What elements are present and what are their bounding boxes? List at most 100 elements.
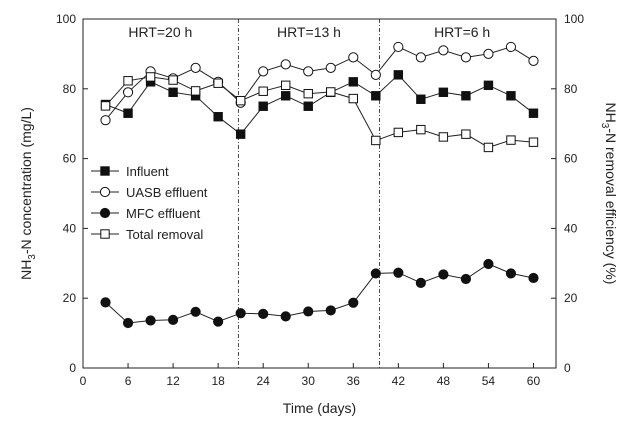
data-point-mfc-effluent (528, 272, 539, 284)
data-point-influent (348, 77, 358, 87)
series-mfc-effluent (100, 258, 539, 329)
data-point-total-removal (371, 135, 381, 146)
legend-marker (100, 166, 110, 176)
data-point-mfc-effluent (190, 306, 201, 317)
data-point-total-removal (416, 124, 426, 135)
x-tick-label: 6 (125, 374, 132, 388)
data-point-uasb-effluent (438, 45, 449, 56)
x-tick-label: 0 (80, 374, 87, 388)
data-point-mfc-effluent (325, 305, 336, 316)
data-point-total-removal (506, 135, 516, 145)
data-point-mfc-effluent (370, 268, 381, 279)
data-point-influent (235, 129, 246, 139)
data-point-total-removal (281, 80, 291, 91)
y-left-tick-label: 0 (69, 361, 76, 375)
data-point-total-removal (100, 101, 111, 111)
x-tick-label: 54 (482, 374, 496, 388)
y-left-tick-label: 40 (63, 221, 77, 235)
data-point-influent (213, 112, 223, 122)
data-point-mfc-effluent (145, 315, 156, 326)
data-point-uasb-effluent (370, 69, 381, 80)
data-point-influent (168, 87, 178, 97)
x-tick-label: 60 (527, 374, 541, 388)
data-point-uasb-effluent (325, 62, 336, 73)
data-point-mfc-effluent (235, 308, 246, 319)
data-point-influent (123, 108, 133, 118)
x-tick-label: 12 (166, 374, 180, 388)
y-left-tick-label: 60 (63, 152, 77, 166)
data-point-uasb-effluent (415, 52, 426, 63)
legend-marker (99, 207, 111, 219)
legend-label: UASB effluent (126, 185, 208, 200)
data-point-total-removal (145, 72, 156, 82)
data-point-uasb-effluent (190, 62, 201, 73)
y-axis-right-label: NH3-N removal efficiency (%) (599, 103, 618, 285)
data-point-uasb-effluent (483, 48, 494, 60)
data-point-total-removal (393, 127, 404, 138)
data-point-uasb-effluent (100, 115, 111, 126)
data-point-total-removal (438, 132, 449, 142)
data-point-total-removal (461, 129, 471, 139)
data-point-total-removal (528, 137, 539, 147)
legend: Influent UASB effluent MFC effluent Total r… (91, 164, 208, 242)
data-point-total-removal (258, 86, 268, 96)
x-tick-label: 18 (211, 374, 225, 388)
data-point-influent (258, 101, 268, 111)
data-point-mfc-effluent (438, 269, 449, 280)
data-point-influent (416, 94, 426, 104)
data-point-total-removal (168, 75, 178, 85)
data-point-uasb-effluent (303, 66, 314, 77)
data-point-uasb-effluent (280, 59, 291, 70)
legend-label: Influent (126, 164, 169, 179)
series-line-mfc-effluent (105, 263, 534, 324)
x-axis-label: Time (days) (283, 400, 356, 416)
y-right-tick-label: 20 (564, 291, 578, 305)
data-point-mfc-effluent (100, 297, 111, 308)
y-left-tick-label: 100 (56, 12, 76, 26)
data-point-mfc-effluent (213, 316, 224, 327)
series-layer (100, 41, 539, 329)
x-tick-label: 48 (437, 374, 451, 388)
data-point-mfc-effluent (348, 297, 359, 308)
data-point-influent (371, 91, 381, 101)
x-tick-label: 30 (302, 374, 316, 388)
data-point-uasb-effluent (393, 41, 404, 53)
series-uasb-effluent (100, 41, 539, 126)
y-right-tick-label: 0 (564, 361, 571, 375)
data-point-total-removal (303, 88, 313, 99)
data-point-uasb-effluent (505, 41, 517, 53)
legend-marker (100, 229, 110, 239)
data-point-uasb-effluent (122, 87, 134, 98)
data-point-mfc-effluent (415, 277, 426, 288)
y-axis-left-label: NH3-N concentration (mg/L) (18, 107, 38, 280)
data-point-mfc-effluent (280, 311, 291, 322)
data-point-mfc-effluent (460, 273, 472, 285)
series-influent (100, 70, 539, 139)
x-tick-label: 42 (392, 374, 406, 388)
annotation-label: HRT=6 h (434, 24, 490, 40)
data-point-uasb-effluent (460, 52, 472, 63)
data-point-mfc-effluent (167, 314, 179, 325)
legend-marker (99, 186, 111, 198)
data-point-total-removal (213, 78, 223, 88)
data-point-mfc-effluent (303, 306, 314, 317)
data-point-influent (438, 87, 449, 97)
data-point-influent (281, 91, 291, 101)
data-point-influent (483, 80, 494, 91)
y-right-tick-label: 40 (564, 221, 578, 235)
data-point-total-removal (326, 87, 336, 97)
annotation-label: HRT=20 h (128, 24, 192, 40)
data-point-total-removal (235, 95, 246, 106)
data-point-influent (506, 91, 516, 101)
annotation-label: HRT=13 h (277, 24, 341, 40)
data-point-total-removal (348, 93, 358, 104)
data-point-total-removal (483, 142, 494, 153)
x-tick-label: 36 (347, 374, 361, 388)
data-point-total-removal (123, 76, 133, 86)
legend-label: MFC effluent (126, 206, 201, 221)
y-right-tick-label: 80 (564, 82, 578, 96)
x-tick-label: 24 (257, 374, 271, 388)
data-point-influent (528, 108, 539, 118)
y-left-tick-label: 80 (63, 82, 77, 96)
